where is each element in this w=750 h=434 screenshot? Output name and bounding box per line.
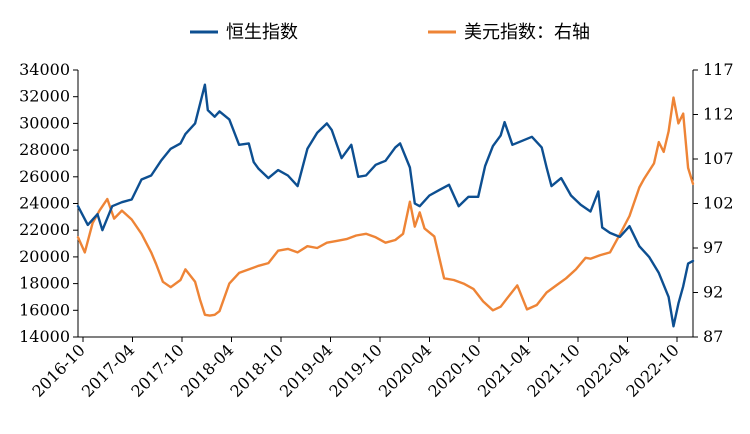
legend: 恒生指数 美元指数：右轴 bbox=[190, 22, 590, 43]
y2-tick-label: 107 bbox=[703, 149, 734, 168]
x-tick-label: 2016-10 bbox=[28, 340, 88, 400]
series-line-dxy bbox=[76, 96, 695, 317]
legend-label-dxy: 美元指数：右轴 bbox=[464, 22, 590, 43]
x-tick-label: 2020-04 bbox=[375, 340, 435, 400]
series-line-hsi bbox=[76, 83, 695, 328]
x-tick-label: 2019-10 bbox=[325, 340, 385, 400]
x-tick-label: 2021-10 bbox=[523, 340, 583, 400]
y2-tick-label: 117 bbox=[703, 60, 734, 79]
y-tick-label: 30000 bbox=[19, 113, 70, 132]
x-tick-label: 2019-04 bbox=[276, 340, 336, 400]
y2-tick-label: 97 bbox=[703, 238, 723, 257]
y2-tick-label: 92 bbox=[703, 283, 723, 302]
x-tick-label: 2018-04 bbox=[177, 340, 237, 400]
y-tick-label: 24000 bbox=[19, 194, 70, 213]
y-tick-label: 22000 bbox=[19, 220, 70, 239]
y-tick-label: 34000 bbox=[19, 60, 70, 79]
x-tick-label: 2018-10 bbox=[226, 340, 286, 400]
y-tick-label: 28000 bbox=[19, 140, 70, 159]
series-lines bbox=[76, 83, 695, 328]
x-tick-label: 2021-04 bbox=[474, 340, 534, 400]
legend-label-hsi: 恒生指数 bbox=[226, 22, 298, 43]
y-tick-label: 26000 bbox=[19, 167, 70, 186]
x-tick-label: 2022-04 bbox=[573, 340, 633, 400]
x-tick-label: 2017-10 bbox=[127, 340, 187, 400]
y-tick-label: 32000 bbox=[19, 87, 70, 106]
y2-tick-label: 112 bbox=[703, 105, 734, 124]
y-tick-label: 16000 bbox=[19, 300, 70, 319]
x-tick-label: 2020-10 bbox=[424, 340, 484, 400]
y-tick-label: 20000 bbox=[19, 247, 70, 266]
y-tick-label: 14000 bbox=[19, 327, 70, 346]
x-tick-label: 2017-04 bbox=[78, 340, 138, 400]
y2-tick-label: 87 bbox=[703, 327, 723, 346]
x-tick-label: 2022-10 bbox=[622, 340, 682, 400]
y-tick-label: 18000 bbox=[19, 274, 70, 293]
y2-tick-label: 102 bbox=[703, 194, 734, 213]
